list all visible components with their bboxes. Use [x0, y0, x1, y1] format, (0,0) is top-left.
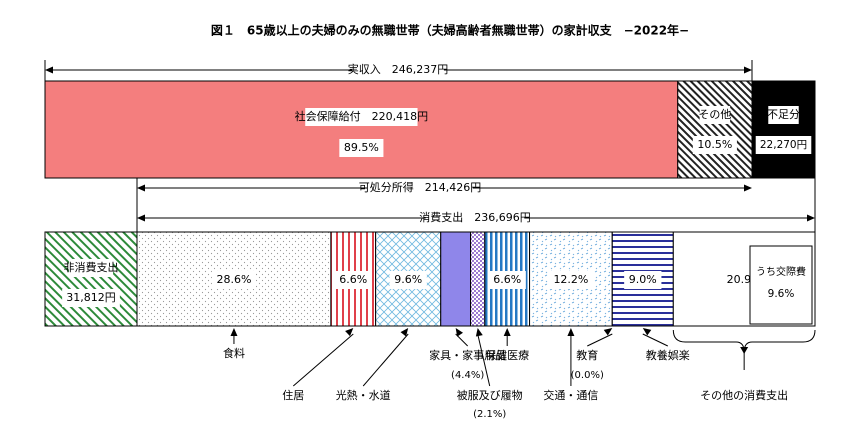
income-seg-label-0: 社会保障給付 220,418円 [295, 109, 429, 123]
expenditure-name-8: 教養娯楽 [646, 348, 690, 362]
chart-title: 図１ 65歳以上の夫婦のみの無職世帯（夫婦高齢者無職世帯）の家計収支 −2022… [211, 23, 689, 38]
expenditure-leader-1 [293, 334, 353, 386]
income-span-arrow-right-head [744, 67, 752, 74]
other-consumption-arrow-head [740, 347, 748, 354]
expenditure-leader-8 [643, 334, 668, 346]
expenditure-name-5: 保健医療 [485, 348, 529, 362]
sub-note-label: うち交際費 [756, 265, 806, 278]
income-span-arrow-left-head [45, 67, 53, 74]
consumption-span-label: 消費支出 236,696円 [419, 210, 531, 224]
income-bar-1 [678, 81, 752, 178]
expenditure-bar-4 [471, 232, 485, 326]
expenditure-name-6: 交通・通信 [543, 388, 598, 402]
expenditure-pct-6: 12.2% [553, 273, 588, 286]
income-bar-0 [45, 81, 678, 178]
expenditure-pct-0: 28.6% [216, 273, 251, 286]
expenditure-leader-7 [587, 334, 612, 346]
expenditure-name-7: 教育 [576, 348, 598, 362]
expenditure-bar-3 [441, 232, 471, 326]
income-seg-pct-1: 10.5% [697, 138, 732, 151]
disposable-span-arrow-right-head [744, 185, 752, 192]
expenditure-pct-5: 6.6% [493, 273, 521, 286]
expenditure-leader-2 [363, 334, 408, 386]
sub-note-percent: 9.6% [768, 288, 795, 300]
expenditure-subpct-7: (0.0%) [571, 370, 604, 381]
expenditure-leader-head-5 [504, 328, 511, 336]
shortfall-label: 不足分 [767, 108, 800, 121]
expenditure-subpct-3: (4.4%) [451, 370, 484, 381]
expenditure-pct-8: 9.0% [629, 273, 657, 286]
expenditure-pct-1: 6.6% [339, 273, 367, 286]
non-consumption-label: 非消費支出 [64, 260, 119, 274]
expenditure-subpct-4: (2.1%) [473, 409, 506, 420]
expenditure-leader-head-6 [567, 328, 574, 336]
non-consumption-bar [45, 232, 137, 326]
disposable-span-label: 可処分所得 214,426円 [359, 181, 482, 194]
expenditure-pct-2: 9.6% [394, 273, 422, 286]
income-span-label: 実収入 246,237円 [348, 62, 449, 76]
non-consumption-amount: 31,812円 [66, 291, 116, 304]
expenditure-name-1: 住居 [282, 388, 304, 402]
consumption-span-arrow-left-head [137, 215, 145, 222]
consumption-span-arrow-right-head [807, 215, 815, 222]
expenditure-name-9: その他の消費支出 [700, 388, 788, 402]
income-seg-label-1: その他 [698, 108, 731, 121]
sub-note-box [750, 246, 812, 324]
shortfall-amount: 22,270円 [760, 139, 807, 151]
expenditure-leader-head-0 [230, 328, 237, 336]
expenditure-name-4: 被服及び履物 [457, 388, 523, 402]
expenditure-name-2: 光熱・水道 [336, 388, 391, 402]
expenditure-leader-head-4 [476, 328, 483, 337]
income-seg-pct-0: 89.5% [344, 141, 379, 154]
expenditure-name-0: 食料 [223, 346, 245, 360]
disposable-span-arrow-left-head [137, 185, 145, 192]
shortfall-bar [752, 81, 815, 178]
